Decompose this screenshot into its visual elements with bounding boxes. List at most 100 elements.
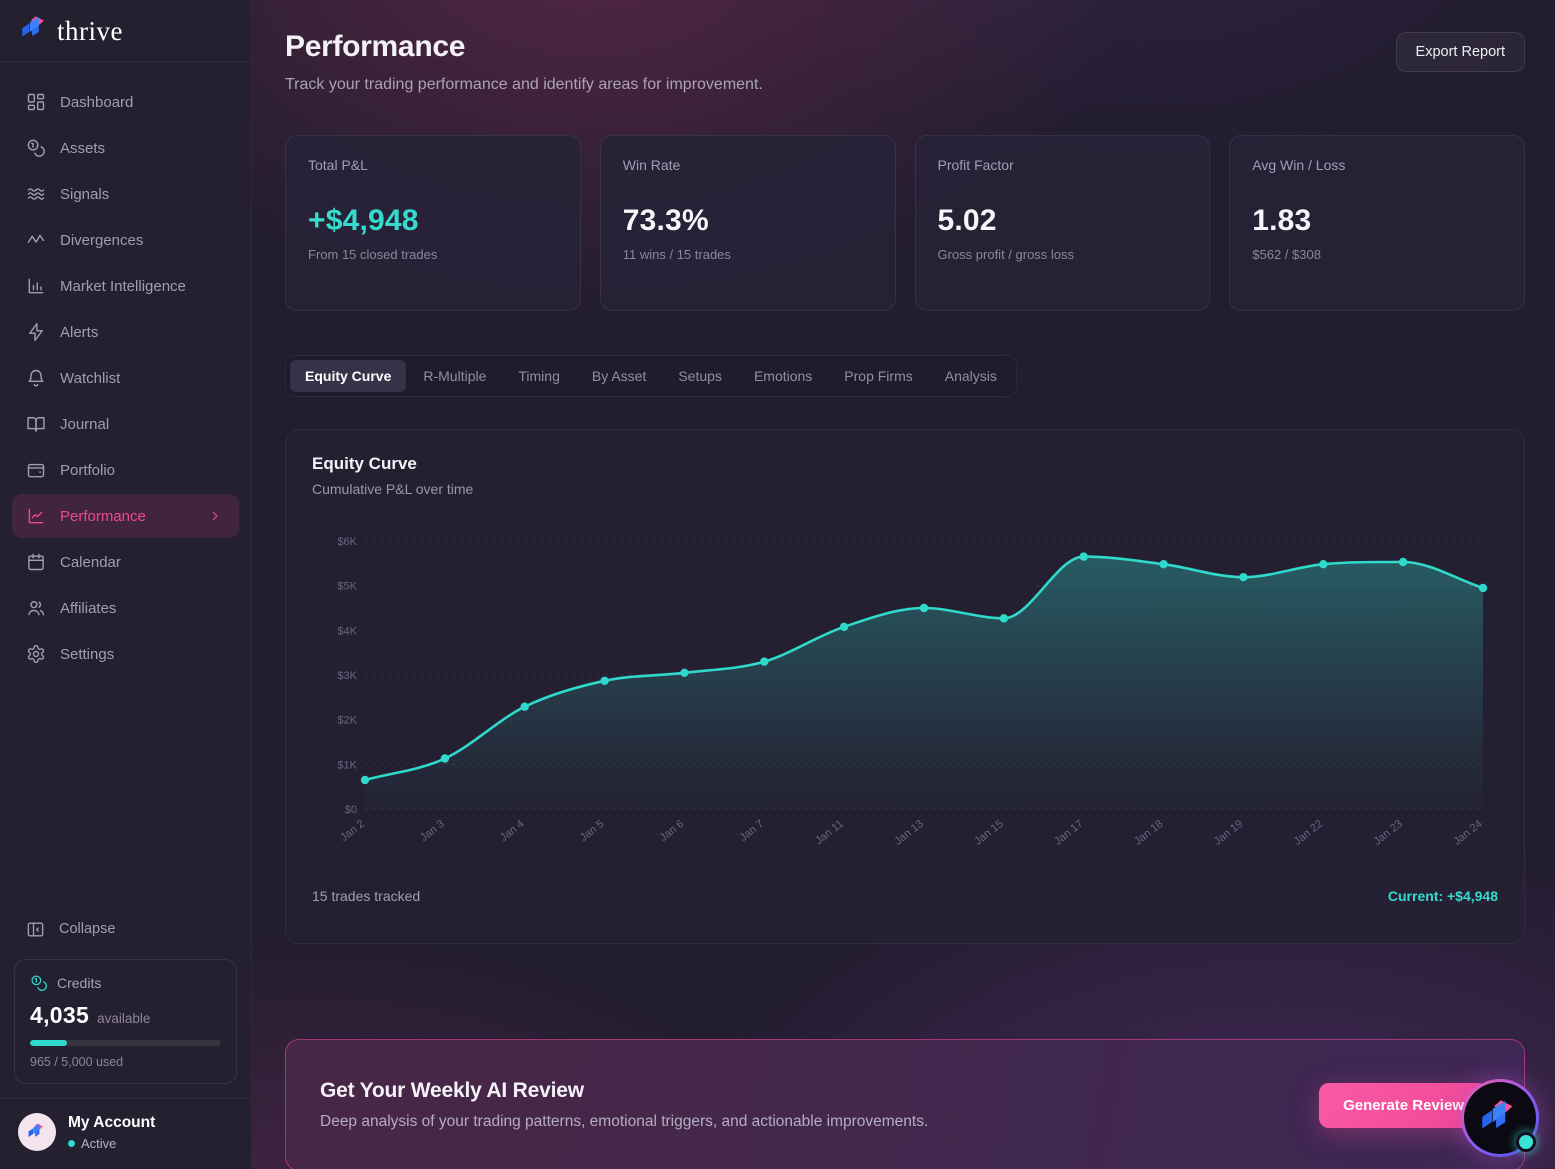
sidebar-item-label: Journal xyxy=(60,415,110,433)
signals-icon xyxy=(27,188,45,200)
svg-text:Jan 19: Jan 19 xyxy=(1212,818,1245,848)
performance-icon xyxy=(28,508,44,524)
svg-text:$6K: $6K xyxy=(337,536,357,548)
svg-text:Jan 6: Jan 6 xyxy=(658,818,687,844)
sidebar-item-label: Settings xyxy=(60,645,115,663)
export-report-button[interactable]: Export Report xyxy=(1395,32,1525,72)
stat-subtext: From 15 closed trades xyxy=(308,247,438,262)
svg-text:Jan 15: Jan 15 xyxy=(972,818,1005,848)
stat-label: Profit Factor xyxy=(937,157,1014,173)
divergences-icon xyxy=(27,234,45,243)
coins-icon xyxy=(30,974,48,992)
portfolio-icon xyxy=(27,463,45,478)
sidebar-item-performance[interactable]: Performance xyxy=(12,494,239,538)
credits-amount: 4,035 xyxy=(30,1002,90,1028)
sidebar-item-dashboard[interactable]: Dashboard xyxy=(12,80,239,124)
collapse-label: Collapse xyxy=(59,921,116,938)
sidebar-item-label: Portfolio xyxy=(60,461,116,479)
tab-timing[interactable]: Timing xyxy=(503,360,575,392)
sidebar-item-watchlist[interactable]: Watchlist xyxy=(12,356,239,400)
tab-prop-firms[interactable]: Prop Firms xyxy=(829,360,927,392)
svg-text:$0: $0 xyxy=(345,804,357,816)
sidebar-item-alerts[interactable]: Alerts xyxy=(12,310,239,354)
svg-text:Jan 3: Jan 3 xyxy=(418,818,447,844)
chart-title: Equity Curve xyxy=(312,454,417,473)
tab-setups[interactable]: Setups xyxy=(663,360,737,392)
tab-emotions[interactable]: Emotions xyxy=(739,360,827,392)
equity-curve-chart[interactable]: $0 $1K $2K $3K $4K $5K $6K Jan 2 Jan 3 Jan 4 Jan 5… xyxy=(312,525,1498,878)
sidebar-item-settings[interactable]: Settings xyxy=(12,632,239,676)
brand-logo[interactable]: thrive xyxy=(0,0,251,62)
sidebar-item-market-intelligence[interactable]: Market Intelligence xyxy=(12,264,239,308)
svg-text:Jan 4: Jan 4 xyxy=(498,818,527,844)
stat-value: 1.83 xyxy=(1252,204,1312,237)
stat-value: 5.02 xyxy=(937,204,997,237)
thrive-logo-icon xyxy=(22,16,44,37)
tab-by-asset[interactable]: By Asset xyxy=(577,360,661,392)
equity-curve-card: Equity Curve Cumulative P&L over time $0… xyxy=(285,429,1525,944)
sidebar-item-portfolio[interactable]: Portfolio xyxy=(12,448,239,492)
tab-r-multiple[interactable]: R-Multiple xyxy=(408,360,501,392)
stat-card-win-rate: Win Rate 73.3% 11 wins / 15 trades xyxy=(599,135,896,311)
svg-text:Jan 11: Jan 11 xyxy=(813,818,846,847)
svg-text:$5K: $5K xyxy=(337,581,357,593)
thrive-logo-icon xyxy=(1482,1100,1513,1129)
sidebar-item-label: Affiliates xyxy=(60,599,117,617)
account-row[interactable]: My Account Active xyxy=(0,1098,251,1169)
sidebar-item-label: Calendar xyxy=(60,553,121,571)
avatar xyxy=(18,1113,56,1151)
tabs-bar: Equity Curve R-Multiple Timing By Asset Setu… xyxy=(285,355,1017,397)
chat-widget-button[interactable] xyxy=(1461,1079,1539,1157)
sidebar-item-journal[interactable]: Journal xyxy=(12,402,239,446)
stat-card-avg-win-loss: Avg Win / Loss 1.83 $562 / $308 xyxy=(1229,135,1525,311)
sidebar-collapse-button[interactable]: Collapse xyxy=(0,908,251,951)
settings-icon xyxy=(27,644,45,664)
stat-label: Avg Win / Loss xyxy=(1252,157,1346,173)
watchlist-icon xyxy=(28,369,44,387)
stat-card-profit-factor: Profit Factor 5.02 Gross profit / gross lo… xyxy=(914,135,1211,311)
collapse-icon xyxy=(27,922,44,937)
svg-text:Jan 13: Jan 13 xyxy=(892,818,925,848)
stats-grid: Total P&L +$4,948 From 15 closed trades Win… xyxy=(285,135,1525,311)
tab-equity-curve[interactable]: Equity Curve xyxy=(290,360,407,392)
dashboard-icon xyxy=(27,93,45,111)
alerts-icon xyxy=(29,322,43,342)
online-status-dot xyxy=(1516,1132,1536,1152)
credits-progress-fill xyxy=(30,1040,67,1046)
market-intelligence-icon xyxy=(28,278,44,294)
svg-text:Jan 7: Jan 7 xyxy=(738,818,767,844)
svg-text:Jan 17: Jan 17 xyxy=(1052,818,1085,848)
sidebar-spacer xyxy=(0,678,251,908)
tab-analysis[interactable]: Analysis xyxy=(930,360,1012,392)
stat-value: +$4,948 xyxy=(308,204,419,237)
coins-icon xyxy=(31,975,47,991)
equity-curve-svg: $0 $1K $2K $3K $4K $5K $6K Jan 2 Jan 3 Jan 4 Jan 5… xyxy=(337,536,1488,848)
account-status: Active xyxy=(81,1135,117,1151)
ai-review-banner: Get Your Weekly AI Review Deep analysis … xyxy=(285,1039,1525,1169)
sidebar-item-assets[interactable]: Assets xyxy=(12,126,239,170)
thrive-logo-icon xyxy=(28,1123,43,1137)
main-content: Performance Track your trading performan… xyxy=(252,0,1555,1169)
assets-icon xyxy=(27,139,45,157)
generate-review-button[interactable]: Generate Review xyxy=(1319,1082,1488,1128)
collapse-icon xyxy=(26,920,45,939)
trades-tracked-label: 15 trades tracked xyxy=(312,888,421,904)
calendar-icon xyxy=(28,553,44,571)
active-status-dot xyxy=(68,1139,75,1147)
sidebar-item-signals[interactable]: Signals xyxy=(12,172,239,216)
page-subtitle: Track your trading performance and ident… xyxy=(285,76,763,93)
current-pnl-label: Current: +$4,948 xyxy=(1387,888,1498,904)
stat-card-total-p-l: Total P&L +$4,948 From 15 closed trades xyxy=(285,135,581,311)
stat-subtext: $562 / $308 xyxy=(1252,247,1321,262)
sidebar-item-label: Alerts xyxy=(60,323,99,341)
sidebar-item-label: Market Intelligence xyxy=(60,277,186,295)
sidebar-item-divergences[interactable]: Divergences xyxy=(12,218,239,262)
sidebar-item-affiliates[interactable]: Affiliates xyxy=(12,586,239,630)
svg-text:Jan 2: Jan 2 xyxy=(338,818,367,844)
sidebar-item-calendar[interactable]: Calendar xyxy=(12,540,239,584)
stat-subtext: Gross profit / gross loss xyxy=(937,247,1075,262)
brand-name: thrive xyxy=(57,16,123,46)
sidebar-item-label: Dashboard xyxy=(60,93,134,111)
svg-text:Jan 24: Jan 24 xyxy=(1451,818,1484,848)
